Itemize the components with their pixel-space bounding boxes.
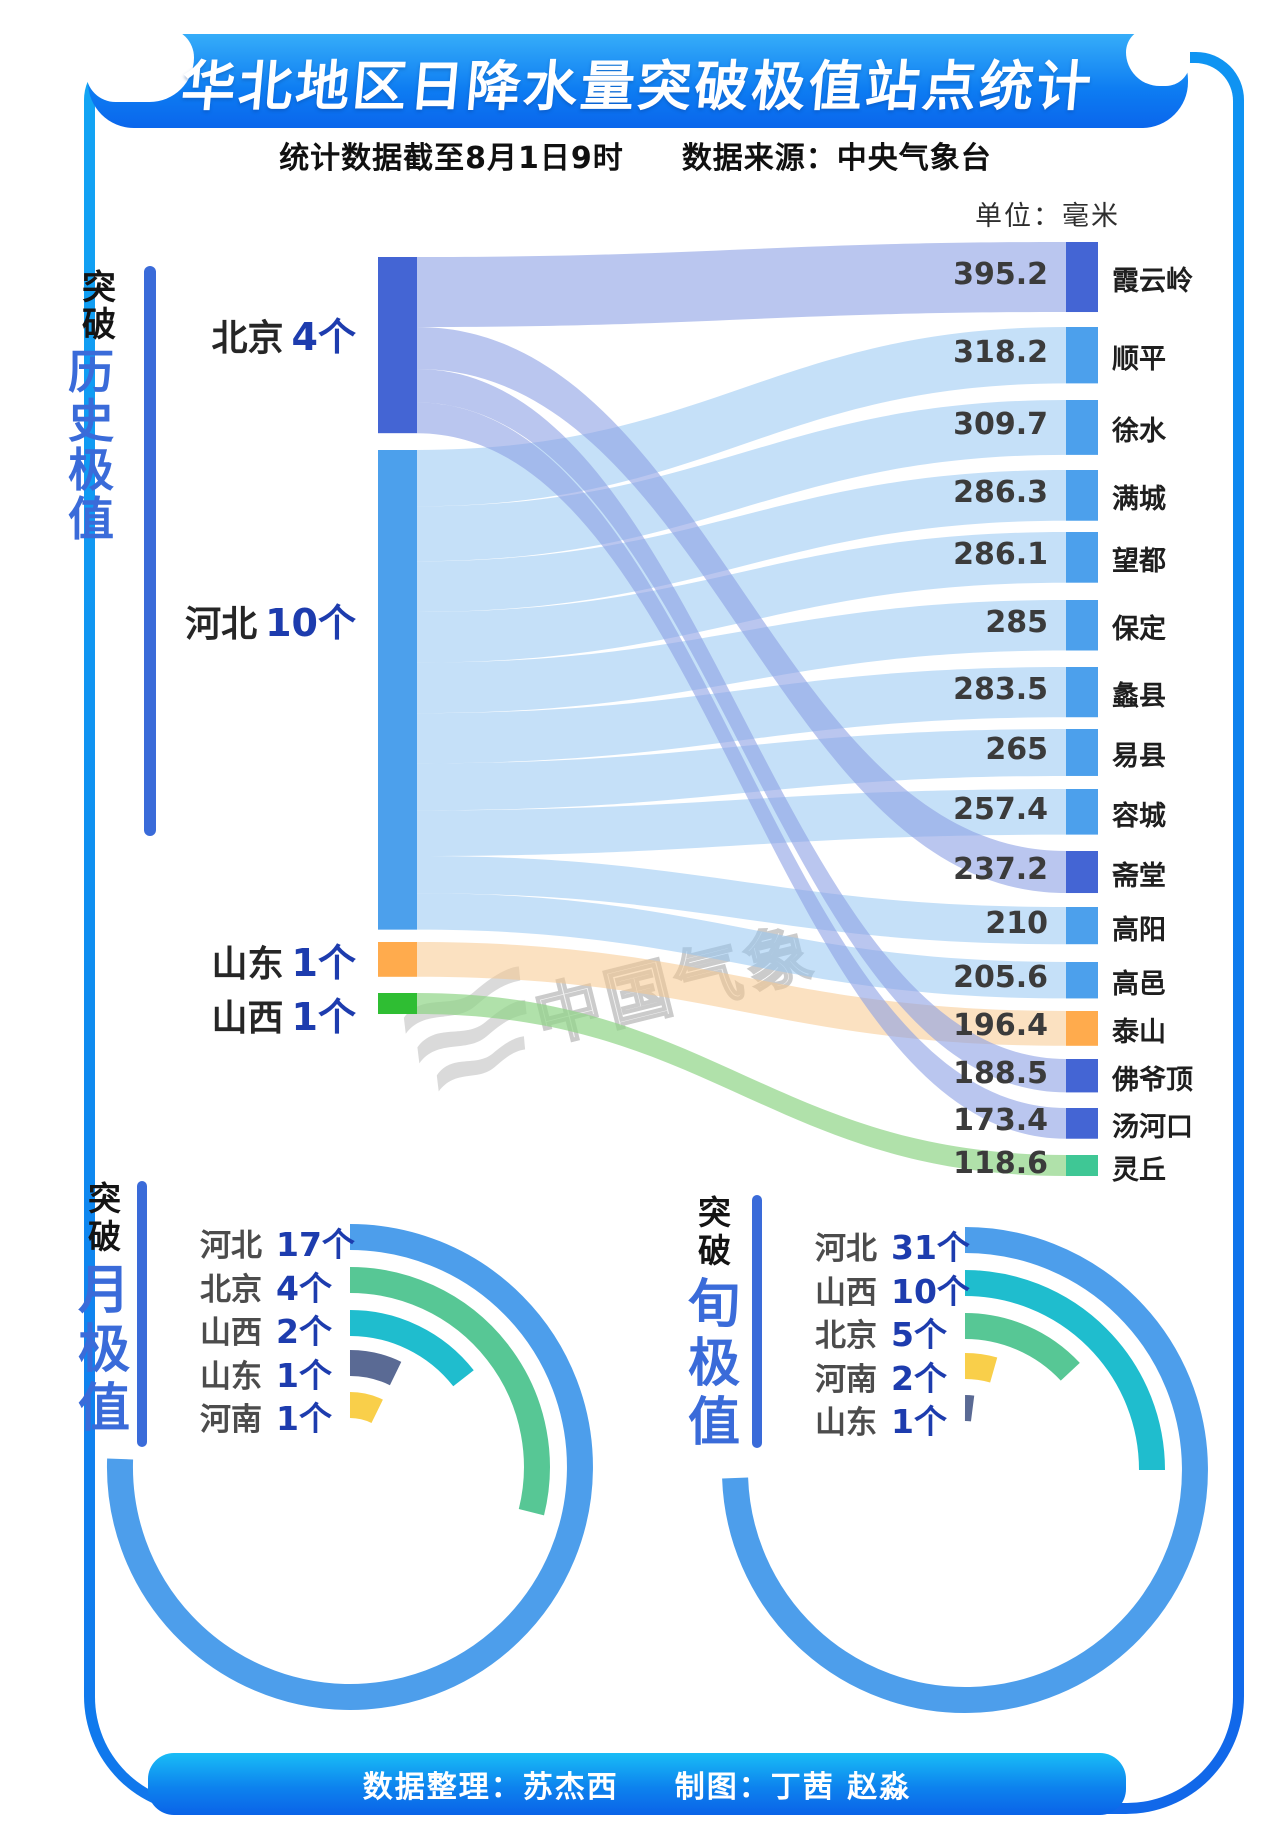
vertical-char: 突 [88,1179,121,1218]
sankey-source-node-山东 [378,942,417,977]
section-monthly-bar [137,1181,147,1447]
vertical-char: 破 [82,305,116,345]
subtitle: 统计数据截至8月1日9时 数据来源：中央气象台 [0,133,1271,177]
vertical-char: 值 [78,1379,131,1439]
title-ribbon: 华北地区日降水量突破极值站点统计 [86,28,1190,128]
sankey-station-node-容城 [1066,789,1098,835]
sankey-flow-满城 [417,470,1066,612]
radial-arc-山东 [964,1395,975,1422]
radial-arc-北京 [964,1313,1080,1381]
radial-arc-河北 [107,1224,593,1710]
subtitle-cutoff: 统计数据截至8月1日9时 [279,141,624,176]
radial-arc-河北 [722,1227,1208,1713]
vertical-char: 突 [82,268,116,308]
sankey-station-node-斋堂 [1066,851,1098,894]
section-historical-bar [144,266,156,836]
radial-chart-monthly [107,1224,593,1710]
sankey-source-node-河北 [378,450,417,930]
sankey-station-node-易县 [1066,729,1098,776]
sankey-nodes [378,242,1098,1177]
section-historical-name: 历史极值 [68,348,114,544]
radial-arc-北京 [349,1267,550,1516]
vertical-char: 突 [698,1193,731,1232]
vertical-char: 史 [68,394,114,448]
ribbon-curl-left-icon [86,28,194,102]
sankey-station-node-蠡县 [1066,667,1098,718]
sankey-station-node-汤河口 [1066,1108,1098,1139]
vertical-char: 历 [68,345,114,399]
radial-arc-河南 [349,1392,383,1424]
sankey-station-node-望都 [1066,532,1098,583]
sankey-flow-霞云岭 [417,242,1066,328]
section-historical-prefix: 突破 [82,270,116,344]
footer-ribbon: 数据整理：苏杰西 制图：丁茜 赵淼 [148,1753,1126,1815]
sankey-flow-泰山 [417,942,1066,1046]
section-monthly-name: 月极值 [78,1262,130,1439]
sankey-flow-保定 [417,600,1066,714]
subtitle-source: 数据来源：中央气象台 [681,141,992,176]
radial-arc-山西 [964,1270,1165,1471]
vertical-char: 值 [68,492,114,546]
radial-chart-xun [722,1227,1208,1713]
sankey-source-node-北京 [378,257,417,434]
sankey-flow-斋堂 [417,327,1066,894]
ribbon-curl-right-icon [1126,28,1190,86]
vertical-char: 极 [688,1334,741,1394]
sankey-station-node-保定 [1066,600,1098,651]
sankey-flow-徐水 [417,400,1066,562]
sankey-station-node-霞云岭 [1066,242,1098,313]
sankey-station-node-顺平 [1066,327,1098,384]
section-xun-name: 旬极值 [688,1276,740,1453]
vertical-char: 月 [78,1261,131,1321]
radial-arc-山东 [349,1349,402,1386]
sankey-flow-汤河口 [417,402,1066,1139]
section-monthly-prefix: 突破 [88,1180,121,1256]
sankey-station-node-高邑 [1066,962,1098,999]
sankey-station-node-泰山 [1066,1011,1098,1046]
credit-data: 数据整理：苏杰西 [362,1770,619,1805]
section-xun-prefix: 突破 [698,1194,731,1270]
page-title: 华北地区日降水量突破极值站点统计 [178,54,1097,118]
vertical-char: 极 [68,443,114,497]
vertical-char: 旬 [688,1275,741,1335]
sankey-station-node-高阳 [1066,907,1098,945]
sankey-flow-高阳 [417,856,1066,945]
sankey-station-node-徐水 [1066,400,1098,455]
vertical-char: 破 [88,1217,121,1256]
sankey-station-node-佛爷顶 [1066,1059,1098,1093]
credit-design: 制图：丁茜 赵淼 [674,1770,912,1805]
sankey-station-node-满城 [1066,470,1098,521]
unit-label: 单位：毫米 [975,201,1120,232]
sankey-flow-佛爷顶 [417,369,1066,1093]
sankey-flow-高邑 [417,893,1066,999]
vertical-char: 极 [78,1320,131,1380]
sankey-flows [417,242,1066,1177]
section-xun-bar [752,1195,762,1448]
radial-arc-河南 [964,1352,998,1383]
sankey-source-node-山西 [378,993,417,1015]
sankey-station-node-灵丘 [1066,1155,1098,1177]
radial-arc-山西 [349,1310,474,1387]
vertical-char: 值 [688,1393,741,1453]
vertical-char: 破 [698,1231,731,1270]
sankey-flow-灵丘 [417,993,1066,1177]
